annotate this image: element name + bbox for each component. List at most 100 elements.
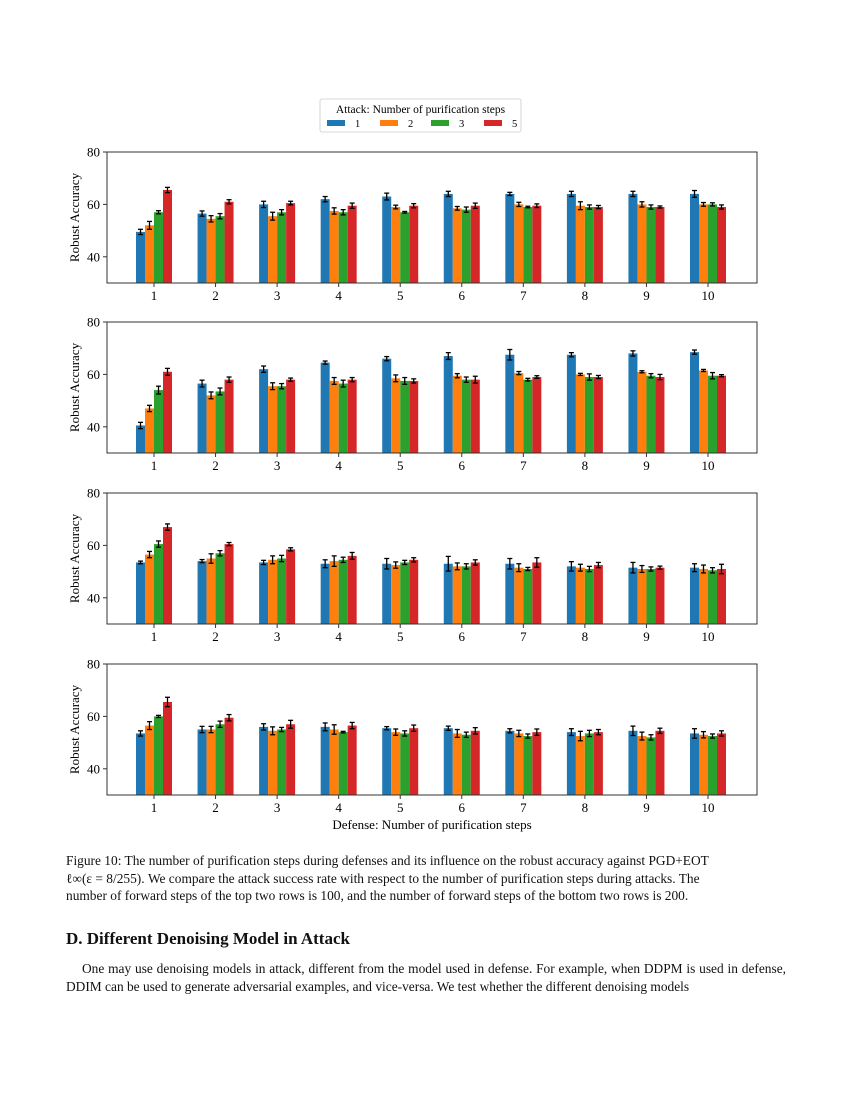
error-bar [217,720,223,729]
error-bar [331,724,337,735]
bar [514,373,524,453]
error-bar [639,370,645,374]
legend-swatch [327,120,345,126]
bar [338,559,348,624]
y-axis-label: Robust Accuracy [67,513,82,603]
error-bar [648,372,654,379]
bar [523,736,533,795]
bar [628,193,638,283]
bar [655,730,665,795]
x-tick-label: 10 [702,629,715,644]
bar [575,567,585,624]
bar [215,553,225,624]
bar [708,204,717,283]
subplot-1: 40 60 80 1 2 3 4 5 6 7 8 9 10 Robust Accuracy [67,145,758,303]
bar [443,563,453,624]
error-bar [630,350,636,357]
bar [320,563,330,624]
error-bar [719,730,724,737]
bar [382,358,392,453]
x-tick-label: 1 [151,288,158,303]
bar [145,554,154,624]
error-bar [411,202,417,209]
bar [320,362,330,453]
error-bar [261,559,267,566]
x-tick-label: 2 [212,458,219,473]
bar [338,383,348,453]
x-tick-label: 4 [335,458,342,473]
error-bar [454,372,460,379]
bar [136,733,145,795]
x-tick-label: 3 [274,629,281,644]
bar [584,377,594,453]
error-bar [138,228,143,236]
bar [575,374,585,453]
bar [452,566,462,624]
y-tick-label: 80 [87,486,100,501]
bar [277,558,287,624]
error-bar [657,727,663,735]
error-bar [199,725,205,734]
bar [452,733,462,795]
error-bar [710,733,715,739]
bar [532,377,542,453]
bar [699,204,708,283]
bar [461,379,471,453]
error-bar [393,374,399,383]
bar [628,730,638,795]
error-bar [331,207,337,215]
error-bar [445,555,451,572]
bar [628,353,638,453]
bar [532,562,542,624]
error-bar [270,211,276,221]
bar [637,736,647,795]
bar [136,231,145,283]
bar [708,570,717,624]
error-bar [507,191,513,197]
subplot-4: 40 60 80 1 2 3 4 5 6 7 8 9 10 Robust Accuracy Defense:… [67,657,758,832]
bar [347,555,357,624]
error-bar [165,367,170,376]
figure-caption: Figure 10: The number of purification st… [66,852,786,905]
error-bar [331,376,337,386]
error-bar [463,563,469,570]
x-tick-label: 9 [643,288,650,303]
error-bar [288,719,294,729]
error-bar [384,557,390,570]
bar [206,558,216,624]
error-bar [719,563,724,575]
error-bar [595,374,601,380]
bar [347,379,357,453]
bar [708,736,717,795]
bar [470,562,480,624]
error-bar [692,563,697,573]
error-bar [577,201,583,211]
bar [163,527,172,624]
error-bar [454,562,460,571]
error-bar [710,202,715,207]
bar [470,730,480,795]
x-tick-label: 6 [459,629,466,644]
error-bar [648,204,654,210]
bar [163,189,172,283]
bar [593,207,603,283]
error-bar [288,377,294,382]
x-tick-label: 3 [274,800,281,815]
error-bar [156,714,161,719]
error-bar [393,728,399,736]
y-tick-label: 80 [87,145,100,160]
bar [391,378,401,453]
error-bar [208,725,214,734]
legend-swatch [380,120,398,126]
bar [259,204,269,283]
bar [443,728,453,795]
error-bar [349,551,355,560]
bar [224,544,234,624]
error-bar [507,348,513,361]
bar [329,729,339,795]
bar [575,736,585,795]
x-tick-label: 7 [520,458,527,473]
legend-label: 1 [355,119,360,130]
error-bar [472,559,478,566]
bar [717,207,726,283]
